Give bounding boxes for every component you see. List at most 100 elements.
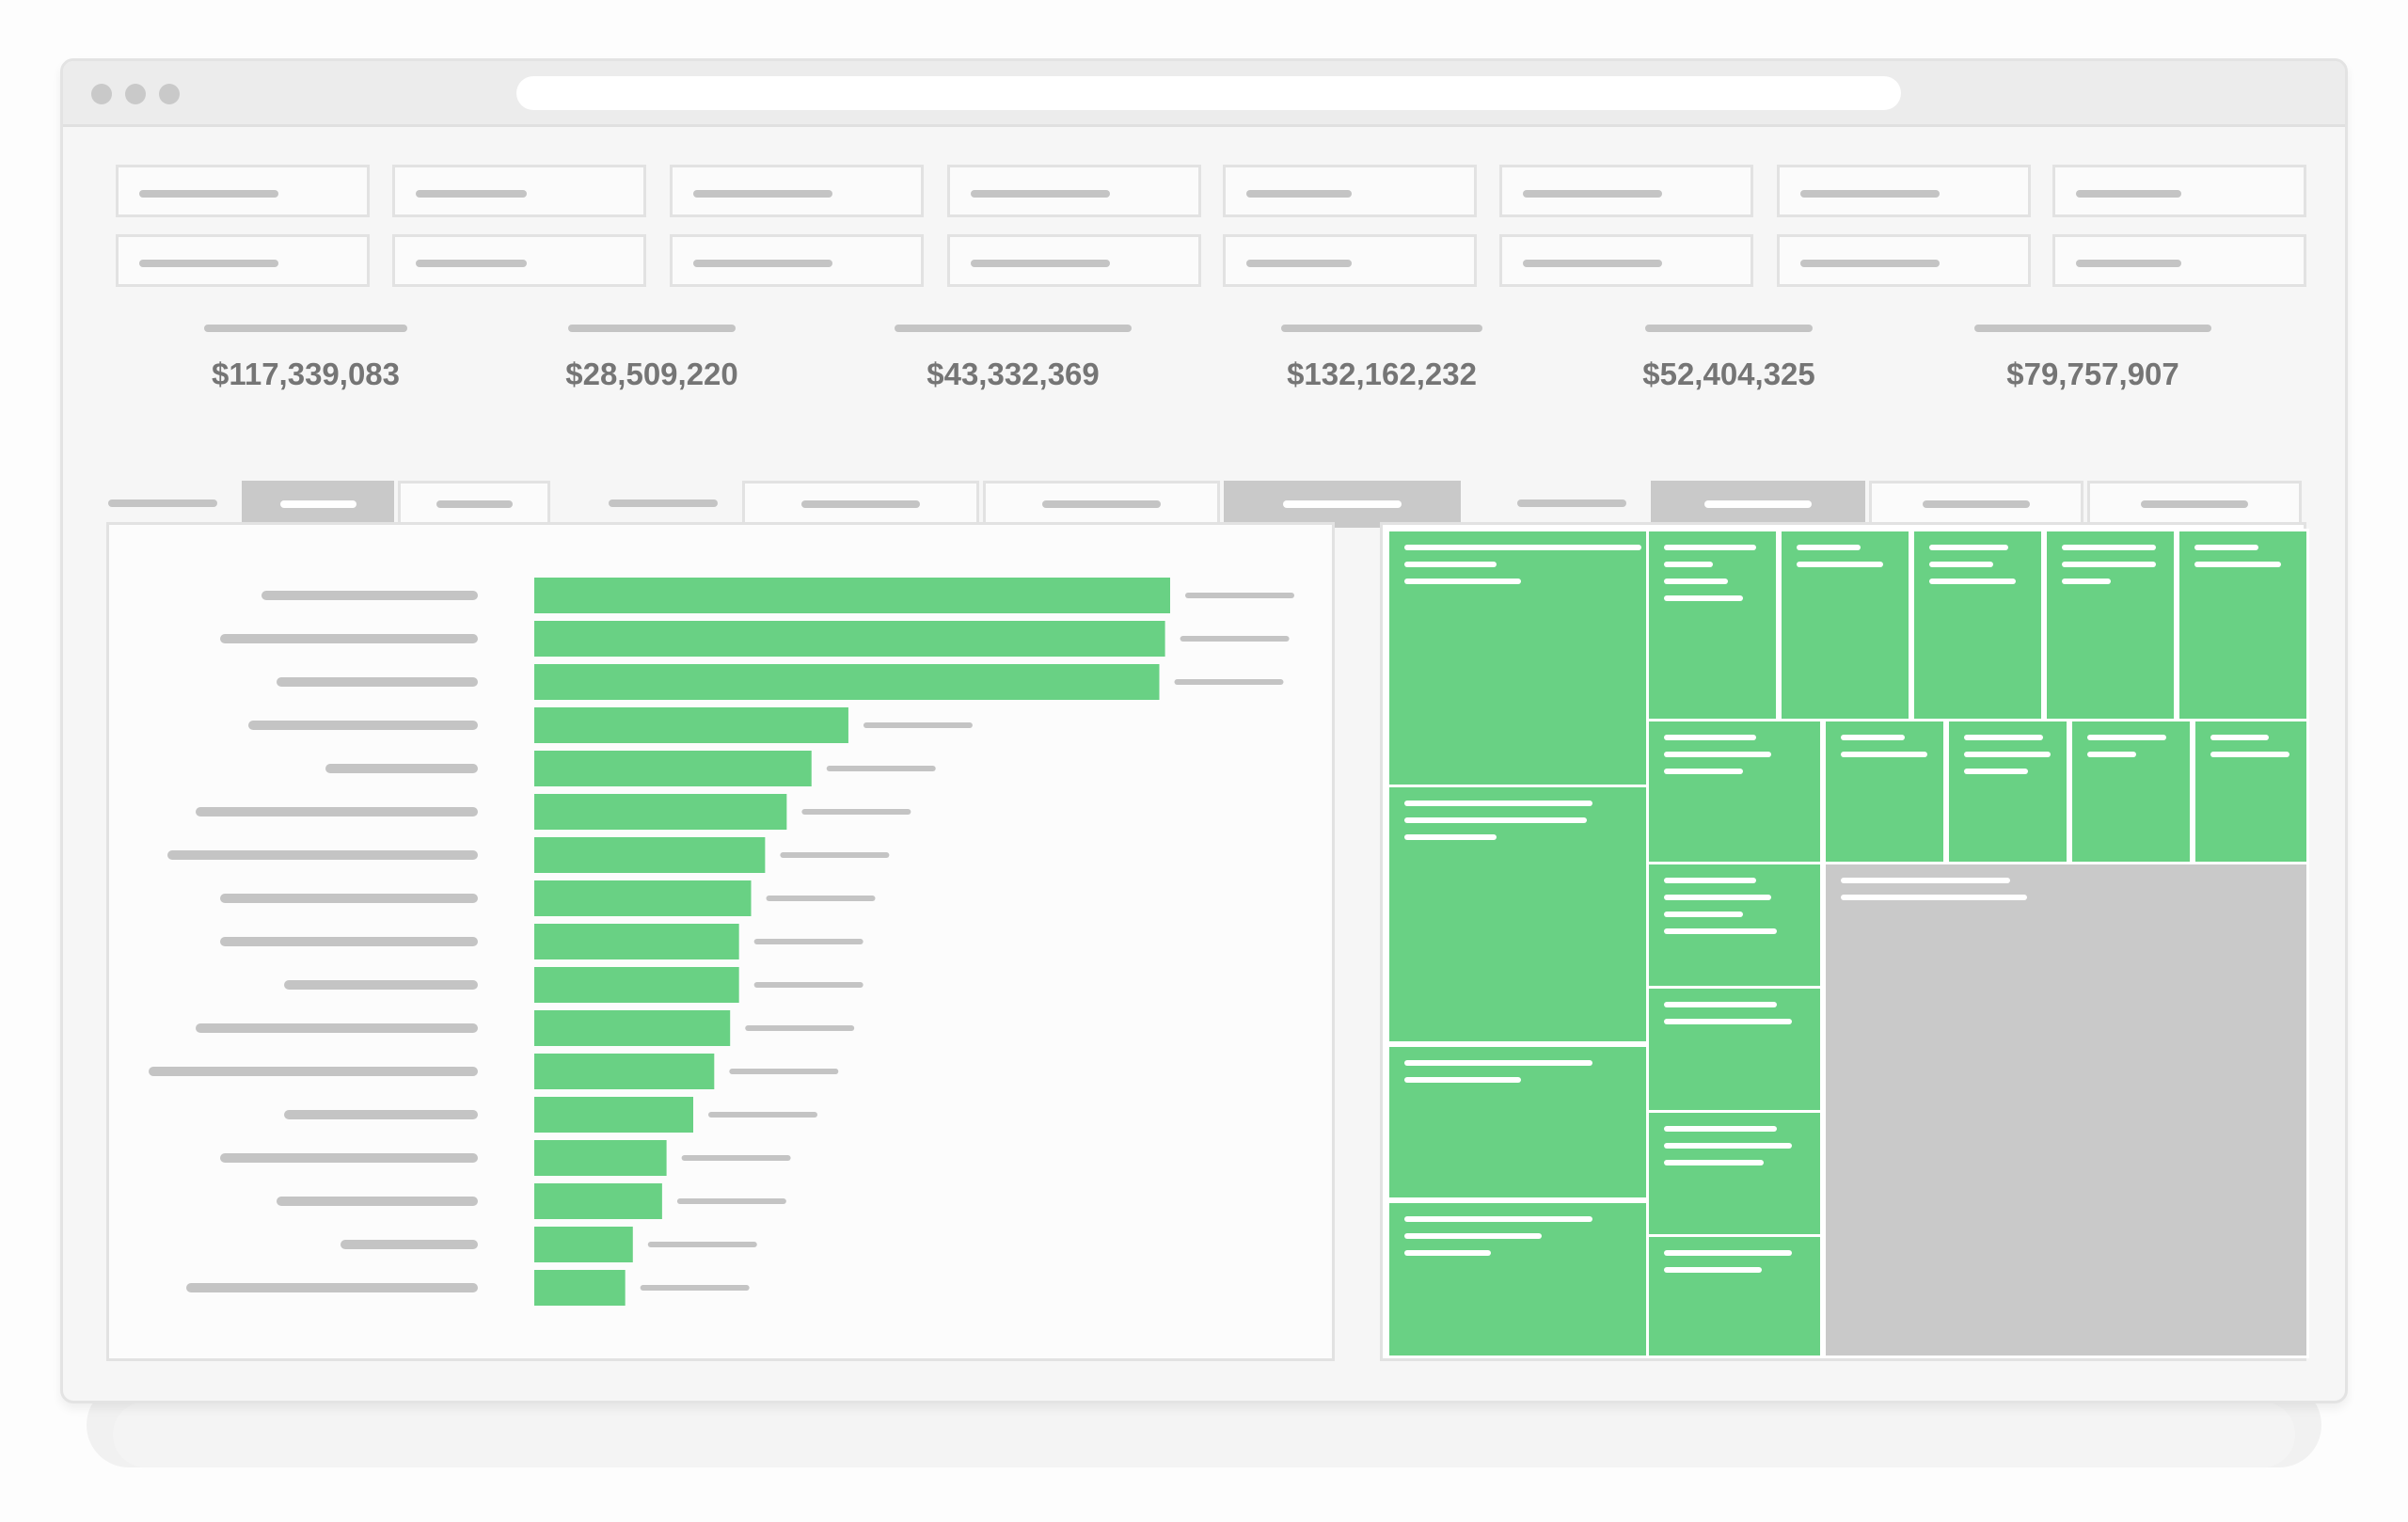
treemap-cell-label-placeholder: [1404, 1250, 1491, 1256]
bar-category-label: [248, 721, 478, 730]
treemap-cell[interactable]: [2069, 719, 2193, 865]
kpi-label-placeholder: [568, 325, 736, 332]
treemap-cell[interactable]: [1646, 1110, 1823, 1238]
segment-label-placeholder: [280, 500, 356, 508]
bar-category-label: [220, 1153, 478, 1163]
filter-dropdown[interactable]: [1777, 165, 2031, 217]
bar[interactable]: [534, 578, 1170, 613]
bar[interactable]: [534, 1183, 662, 1219]
filter-dropdown[interactable]: [1223, 234, 1477, 287]
treemap-cell-label-placeholder: [1664, 562, 1713, 567]
filter-label-placeholder: [971, 190, 1110, 198]
close-dot[interactable]: [91, 84, 112, 104]
segment-label-placeholder: [1283, 500, 1402, 508]
treemap-cell[interactable]: [1646, 719, 1823, 865]
filter-label-placeholder: [693, 190, 832, 198]
bar[interactable]: [534, 707, 848, 743]
segment-button[interactable]: [1869, 481, 2083, 528]
bar-value-label: [647, 1242, 757, 1247]
filter-dropdown[interactable]: [670, 165, 924, 217]
treemap-cell[interactable]: [1646, 986, 1823, 1114]
treemap-cell-label-placeholder: [1664, 1250, 1792, 1256]
bar[interactable]: [534, 837, 766, 873]
filter-label-placeholder: [1246, 190, 1352, 198]
treemap-cell-label-placeholder: [1664, 895, 1771, 900]
segment-label-placeholder: [436, 500, 513, 508]
filter-dropdown[interactable]: [947, 234, 1201, 287]
kpi-label-placeholder: [1974, 325, 2211, 332]
bar[interactable]: [534, 664, 1160, 700]
segment-button[interactable]: [242, 481, 394, 528]
filter-label-placeholder: [693, 260, 832, 267]
treemap-cell-label-placeholder: [1404, 817, 1587, 823]
treemap-cell[interactable]: [1386, 1044, 1650, 1200]
treemap-cell-label-placeholder: [1664, 595, 1743, 601]
treemap-cell[interactable]: [1946, 719, 2069, 865]
treemap-cell[interactable]: [2193, 719, 2309, 865]
treemap-cell[interactable]: [1386, 1200, 1650, 1358]
segment-button[interactable]: [398, 481, 550, 528]
treemap-cell[interactable]: [1823, 862, 2309, 1358]
bar[interactable]: [534, 1054, 715, 1089]
treemap-cell-label-placeholder: [2210, 752, 2289, 757]
kpi-card: $79,757,907: [1952, 325, 2234, 400]
filter-label-placeholder: [1523, 190, 1662, 198]
treemap-cell-label-placeholder: [1797, 562, 1883, 567]
segment-button[interactable]: [742, 481, 979, 528]
address-bar[interactable]: [516, 76, 1901, 110]
filter-dropdown[interactable]: [670, 234, 924, 287]
filter-dropdown[interactable]: [947, 165, 1201, 217]
filter-dropdown[interactable]: [1499, 165, 1753, 217]
treemap-cell-label-placeholder: [2087, 752, 2136, 757]
filter-dropdown[interactable]: [2052, 165, 2306, 217]
treemap-cell[interactable]: [1823, 719, 1946, 865]
treemap-cell[interactable]: [2044, 529, 2177, 722]
kpi-value: $52,404,325: [1642, 357, 1815, 391]
treemap-cell[interactable]: [2177, 529, 2309, 722]
segment-button[interactable]: [1224, 481, 1461, 528]
filter-dropdown[interactable]: [116, 165, 370, 217]
filter-dropdown[interactable]: [1223, 165, 1477, 217]
segment-button[interactable]: [2087, 481, 2302, 528]
bar[interactable]: [534, 1270, 626, 1306]
segment-group-label: [609, 499, 718, 507]
filter-dropdown[interactable]: [1777, 234, 2031, 287]
bar[interactable]: [534, 1140, 667, 1176]
bar[interactable]: [534, 621, 1165, 657]
bar-value-label: [640, 1285, 750, 1291]
segment-button[interactable]: [1651, 481, 1865, 528]
treemap-cell[interactable]: [1911, 529, 2044, 722]
bar[interactable]: [534, 751, 812, 786]
minimize-dot[interactable]: [125, 84, 146, 104]
bar-value-label: [1185, 593, 1294, 598]
segment-group-label: [1517, 499, 1626, 507]
kpi-value: $79,757,907: [2006, 357, 2179, 391]
bar[interactable]: [534, 794, 787, 830]
kpi-card: $28,509,220: [511, 325, 793, 400]
bar[interactable]: [534, 967, 739, 1003]
treemap-cell-label-placeholder: [2062, 562, 2156, 567]
bar[interactable]: [534, 924, 739, 959]
bar-category-label: [261, 591, 478, 600]
treemap-cell[interactable]: [1646, 862, 1823, 990]
bar[interactable]: [534, 1097, 693, 1133]
treemap-cell[interactable]: [1386, 785, 1650, 1044]
treemap-cell[interactable]: [1646, 1234, 1823, 1358]
filter-dropdown[interactable]: [1499, 234, 1753, 287]
segment-button[interactable]: [983, 481, 1220, 528]
treemap-cell[interactable]: [1646, 529, 1779, 722]
zoom-dot[interactable]: [159, 84, 180, 104]
treemap-cell-label-placeholder: [1404, 1060, 1592, 1066]
filter-dropdown[interactable]: [2052, 234, 2306, 287]
filter-dropdown[interactable]: [392, 165, 646, 217]
treemap-cell[interactable]: [1386, 529, 1650, 788]
bar-value-label: [681, 1155, 791, 1161]
bar[interactable]: [534, 880, 752, 916]
treemap-cell[interactable]: [1779, 529, 1911, 722]
bar-value-label: [801, 809, 911, 815]
filter-dropdown[interactable]: [392, 234, 646, 287]
kpi-value: $43,332,369: [927, 357, 1100, 391]
bar[interactable]: [534, 1227, 633, 1262]
filter-dropdown[interactable]: [116, 234, 370, 287]
bar[interactable]: [534, 1010, 731, 1046]
